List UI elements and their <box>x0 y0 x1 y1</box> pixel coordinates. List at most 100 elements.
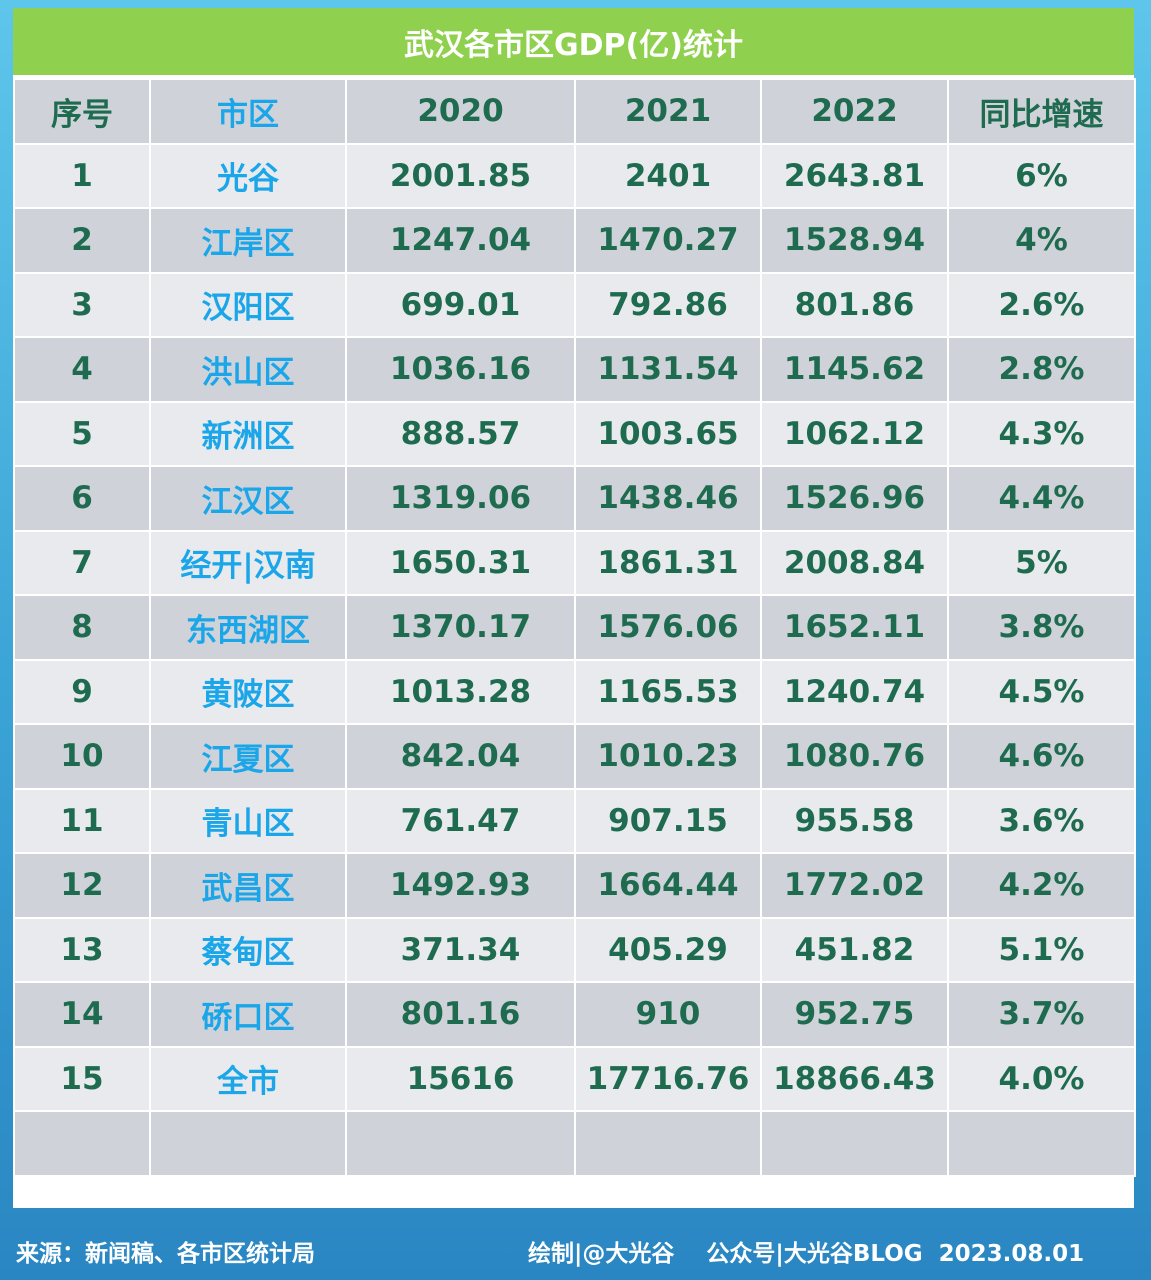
row-index: 3 <box>13 271 151 338</box>
row-district: 东西湖区 <box>149 594 347 661</box>
table-row: 4 洪山区 1036.16 1131.54 1145.62 2.8% <box>13 336 1136 403</box>
row-gdp-2021: 1010.23 <box>574 723 762 790</box>
row-gdp-2021: 910 <box>574 981 762 1048</box>
table-row: 14 硚口区 801.16 910 952.75 3.7% <box>13 981 1136 1048</box>
row-district: 江夏区 <box>149 723 347 790</box>
row-gdp-2021: 907.15 <box>574 787 762 854</box>
row-index: 5 <box>13 400 151 467</box>
row-growth: 3.6% <box>947 787 1136 854</box>
row-gdp-2022: 2008.84 <box>760 529 949 596</box>
row-gdp-2021: 1861.31 <box>574 529 762 596</box>
row-gdp-2022: 18866.43 <box>760 1045 949 1112</box>
row-district: 江岸区 <box>149 207 347 274</box>
row-index: 8 <box>13 594 151 661</box>
row-index: 4 <box>13 336 151 403</box>
table-row: 8 东西湖区 1370.17 1576.06 1652.11 3.8% <box>13 594 1136 661</box>
row-district: 经开|汉南 <box>149 529 347 596</box>
row-gdp-2020: 2001.85 <box>345 142 576 209</box>
row-gdp-2020: 1650.31 <box>345 529 576 596</box>
empty-cell <box>345 1110 576 1177</box>
row-growth: 6% <box>947 142 1136 209</box>
row-district: 全市 <box>149 1045 347 1112</box>
source-note: 来源：新闻稿、各市区统计局 <box>16 1241 315 1267</box>
empty-cell <box>574 1110 762 1177</box>
row-index: 11 <box>13 787 151 854</box>
table-row: 11 青山区 761.47 907.15 955.58 3.6% <box>13 787 1136 854</box>
empty-cell <box>947 1110 1136 1177</box>
table-title: 武汉各市区GDP(亿)统计 <box>13 8 1134 75</box>
row-gdp-2021: 1003.65 <box>574 400 762 467</box>
empty-cell <box>13 1110 151 1177</box>
table-row: 10 江夏区 842.04 1010.23 1080.76 4.6% <box>13 723 1136 790</box>
row-gdp-2022: 1240.74 <box>760 658 949 725</box>
header-2020: 2020 <box>345 78 576 145</box>
row-index: 6 <box>13 465 151 532</box>
row-gdp-2021: 1664.44 <box>574 852 762 919</box>
table-row: 7 经开|汉南 1650.31 1861.31 2008.84 5% <box>13 529 1136 596</box>
credit-note: 绘制|@大光谷 公众号|大光谷BLOG 2023.08.01 <box>528 1241 1085 1267</box>
row-gdp-2020: 1492.93 <box>345 852 576 919</box>
header-district: 市区 <box>149 78 347 145</box>
row-growth: 2.6% <box>947 271 1136 338</box>
row-gdp-2021: 405.29 <box>574 916 762 983</box>
row-gdp-2022: 1526.96 <box>760 465 949 532</box>
table-row: 13 蔡甸区 371.34 405.29 451.82 5.1% <box>13 916 1136 983</box>
row-index: 10 <box>13 723 151 790</box>
row-index: 14 <box>13 981 151 1048</box>
row-gdp-2020: 1247.04 <box>345 207 576 274</box>
row-gdp-2021: 17716.76 <box>574 1045 762 1112</box>
table-row: 3 汉阳区 699.01 792.86 801.86 2.6% <box>13 271 1136 338</box>
row-gdp-2020: 1036.16 <box>345 336 576 403</box>
row-gdp-2022: 952.75 <box>760 981 949 1048</box>
row-district: 汉阳区 <box>149 271 347 338</box>
table-row: 9 黄陂区 1013.28 1165.53 1240.74 4.5% <box>13 658 1136 725</box>
row-growth: 4.0% <box>947 1045 1136 1112</box>
row-growth: 3.7% <box>947 981 1136 1048</box>
header-row: 序号 市区 2020 2021 2022 同比增速 <box>13 78 1136 145</box>
row-growth: 4.5% <box>947 658 1136 725</box>
table-row: 6 江汉区 1319.06 1438.46 1526.96 4.4% <box>13 465 1136 532</box>
row-gdp-2020: 15616 <box>345 1045 576 1112</box>
row-district: 江汉区 <box>149 465 347 532</box>
row-gdp-2022: 2643.81 <box>760 142 949 209</box>
row-district: 洪山区 <box>149 336 347 403</box>
row-index: 2 <box>13 207 151 274</box>
row-index: 9 <box>13 658 151 725</box>
empty-cell <box>760 1110 949 1177</box>
row-gdp-2022: 451.82 <box>760 916 949 983</box>
row-district: 硚口区 <box>149 981 347 1048</box>
row-district: 蔡甸区 <box>149 916 347 983</box>
table-row: 2 江岸区 1247.04 1470.27 1528.94 4% <box>13 207 1136 274</box>
gdp-table-panel: 武汉各市区GDP(亿)统计 序号 市区 2020 2021 2022 同比增速 … <box>13 8 1136 1208</box>
row-index: 7 <box>13 529 151 596</box>
empty-row <box>13 1110 1136 1177</box>
row-index: 15 <box>13 1045 151 1112</box>
row-gdp-2022: 955.58 <box>760 787 949 854</box>
table-row: 1 光谷 2001.85 2401 2643.81 6% <box>13 142 1136 209</box>
row-gdp-2020: 699.01 <box>345 271 576 338</box>
row-growth: 2.8% <box>947 336 1136 403</box>
header-growth: 同比增速 <box>947 78 1136 145</box>
row-gdp-2020: 1013.28 <box>345 658 576 725</box>
row-growth: 3.8% <box>947 594 1136 661</box>
row-gdp-2021: 1438.46 <box>574 465 762 532</box>
empty-cell <box>149 1110 347 1177</box>
gdp-table: 序号 市区 2020 2021 2022 同比增速 1 光谷 2001.85 2401… <box>13 78 1136 1177</box>
header-2021: 2021 <box>574 78 762 145</box>
table-row: 5 新洲区 888.57 1003.65 1062.12 4.3% <box>13 400 1136 467</box>
row-gdp-2022: 801.86 <box>760 271 949 338</box>
row-gdp-2020: 371.34 <box>345 916 576 983</box>
footer: 来源：新闻稿、各市区统计局 绘制|@大光谷 公众号|大光谷BLOG 2023.0… <box>0 1228 1151 1268</box>
row-growth: 4.4% <box>947 465 1136 532</box>
row-gdp-2020: 842.04 <box>345 723 576 790</box>
row-district: 青山区 <box>149 787 347 854</box>
row-gdp-2021: 1131.54 <box>574 336 762 403</box>
row-gdp-2021: 1576.06 <box>574 594 762 661</box>
row-gdp-2022: 1145.62 <box>760 336 949 403</box>
row-gdp-2021: 1470.27 <box>574 207 762 274</box>
header-index: 序号 <box>13 78 151 145</box>
header-2022: 2022 <box>760 78 949 145</box>
row-gdp-2022: 1652.11 <box>760 594 949 661</box>
row-growth: 4.6% <box>947 723 1136 790</box>
row-gdp-2022: 1528.94 <box>760 207 949 274</box>
